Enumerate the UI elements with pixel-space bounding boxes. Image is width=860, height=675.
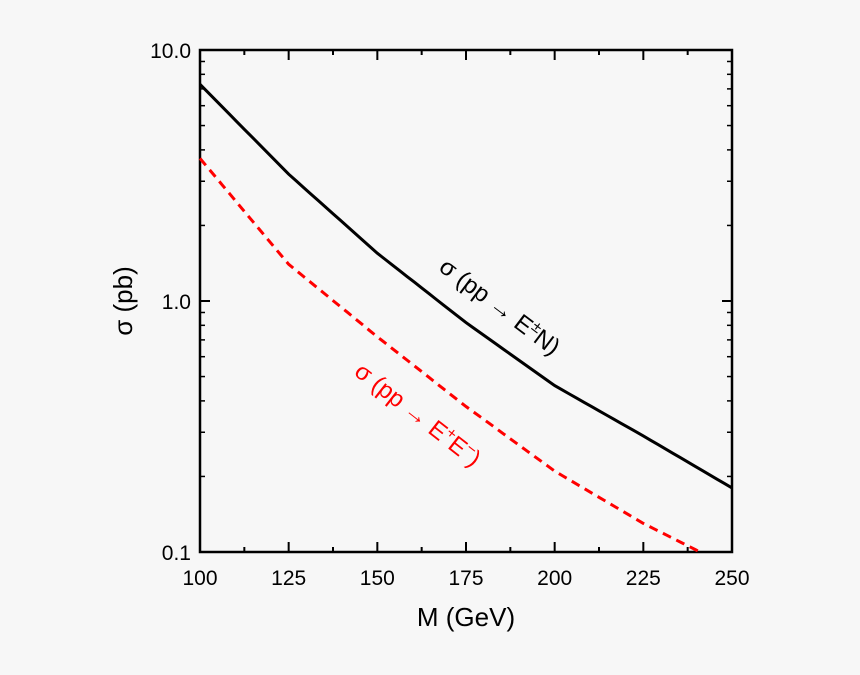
series-line-0 — [198, 83, 733, 490]
y-tick-label: 1.0 — [162, 291, 191, 314]
y-axis-ticks: 0.1 1.0 10.0 — [150, 40, 732, 565]
x-tick-label: 175 — [448, 567, 483, 590]
x-tick-label: 225 — [626, 567, 661, 590]
annotation-e-e: σ (pp → E+E−) — [349, 357, 486, 473]
x-tick-label: 150 — [360, 567, 395, 590]
x-tick-label: 200 — [537, 567, 572, 590]
series-layer — [198, 83, 733, 554]
plot-frame — [198, 48, 734, 554]
series-line-1 — [198, 157, 701, 554]
y-tick-label: 0.1 — [162, 542, 191, 565]
x-axis-ticks: 100 125 150 175 200 225 250 — [182, 50, 750, 590]
y-tick-label: 10.0 — [150, 40, 191, 63]
x-axis-title: M (GeV) — [417, 602, 515, 632]
annotation-e-n: σ (pp → E±N) — [434, 252, 566, 361]
x-tick-label: 125 — [271, 567, 306, 590]
x-tick-label: 100 — [182, 567, 217, 590]
x-tick-label: 250 — [714, 567, 749, 590]
y-axis-title: σ (pb) — [108, 266, 138, 336]
